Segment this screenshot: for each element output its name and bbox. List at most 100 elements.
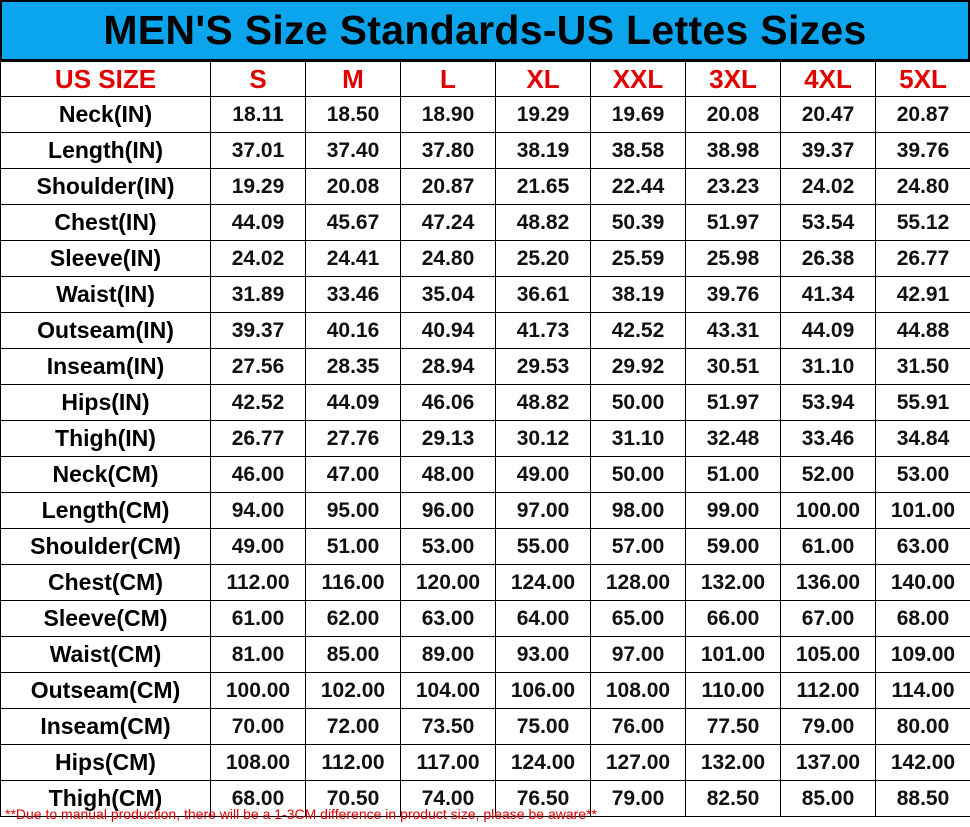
table-cell: 40.16 — [305, 312, 401, 349]
table-row: Chest(CM) 112.00 116.00 120.00 124.00 128.00 1… — [0, 564, 970, 601]
row-label: Waist(IN) — [0, 276, 211, 313]
table-cell: 95.00 — [305, 492, 401, 529]
row-label: Outseam(IN) — [0, 312, 211, 349]
table-cell: 61.00 — [210, 600, 306, 637]
row-label: Sleeve(CM) — [0, 600, 211, 637]
table-cell: 53.94 — [780, 384, 876, 421]
table-body: Neck(IN) 18.11 18.50 18.90 19.29 19.69 20.08 20… — [0, 96, 970, 817]
table-cell: 33.46 — [305, 276, 401, 313]
table-cell: 21.65 — [495, 168, 591, 205]
table-cell: 128.00 — [590, 564, 686, 601]
table-cell: 114.00 — [875, 672, 970, 709]
table-cell: 53.00 — [875, 456, 970, 493]
table-cell: 18.90 — [400, 96, 496, 133]
table-cell: 124.00 — [495, 564, 591, 601]
table-cell: 44.88 — [875, 312, 970, 349]
table-cell: 102.00 — [305, 672, 401, 709]
table-row: Sleeve(IN) 24.02 24.41 24.80 25.20 25.59 25.98… — [0, 240, 970, 277]
table-cell: 88.50 — [875, 780, 970, 817]
table-cell: 26.77 — [210, 420, 306, 457]
table-cell: 49.00 — [495, 456, 591, 493]
table-cell: 79.00 — [590, 780, 686, 817]
table-cell: 108.00 — [590, 672, 686, 709]
table-cell: 29.13 — [400, 420, 496, 457]
row-label: Waist(CM) — [0, 636, 211, 673]
header-size-5xl: 5XL — [875, 61, 970, 97]
table-cell: 65.00 — [590, 600, 686, 637]
table-cell: 24.02 — [780, 168, 876, 205]
table-cell: 124.00 — [495, 744, 591, 781]
table-cell: 89.00 — [400, 636, 496, 673]
table-cell: 80.00 — [875, 708, 970, 745]
table-cell: 55.91 — [875, 384, 970, 421]
table-cell: 132.00 — [685, 564, 781, 601]
table-cell: 38.19 — [590, 276, 686, 313]
table-cell: 79.00 — [780, 708, 876, 745]
row-label: Inseam(CM) — [0, 708, 211, 745]
table-row: Thigh(CM) 68.00 70.50 74.00 76.50 79.00 82.50 8… — [0, 780, 970, 817]
table-cell: 51.97 — [685, 384, 781, 421]
table-cell: 24.41 — [305, 240, 401, 277]
table-cell: 38.58 — [590, 132, 686, 169]
table-cell: 100.00 — [780, 492, 876, 529]
table-cell: 48.82 — [495, 384, 591, 421]
table-row: Waist(CM) 81.00 85.00 89.00 93.00 97.00 101.00… — [0, 636, 970, 673]
table-cell: 101.00 — [685, 636, 781, 673]
table-cell: 72.00 — [305, 708, 401, 745]
table-cell: 40.94 — [400, 312, 496, 349]
table-cell: 48.00 — [400, 456, 496, 493]
table-cell: 68.00 — [210, 780, 306, 817]
table-cell: 24.80 — [875, 168, 970, 205]
table-cell: 37.80 — [400, 132, 496, 169]
table-cell: 117.00 — [400, 744, 496, 781]
table-cell: 73.50 — [400, 708, 496, 745]
table-cell: 28.94 — [400, 348, 496, 385]
table-cell: 116.00 — [305, 564, 401, 601]
row-label: Length(IN) — [0, 132, 211, 169]
header-size-l: L — [400, 61, 496, 97]
table-cell: 46.06 — [400, 384, 496, 421]
table-row: Shoulder(CM) 49.00 51.00 53.00 55.00 57.00 59.… — [0, 528, 970, 565]
table-cell: 48.82 — [495, 204, 591, 241]
table-cell: 19.69 — [590, 96, 686, 133]
table-cell: 74.00 — [400, 780, 496, 817]
table-cell: 112.00 — [780, 672, 876, 709]
table-cell: 96.00 — [400, 492, 496, 529]
table-cell: 59.00 — [685, 528, 781, 565]
table-cell: 39.76 — [875, 132, 970, 169]
table-cell: 63.00 — [875, 528, 970, 565]
table-cell: 44.09 — [305, 384, 401, 421]
table-cell: 52.00 — [780, 456, 876, 493]
table-cell: 77.50 — [685, 708, 781, 745]
table-cell: 55.00 — [495, 528, 591, 565]
table-cell: 110.00 — [685, 672, 781, 709]
table-cell: 20.08 — [305, 168, 401, 205]
table-cell: 39.76 — [685, 276, 781, 313]
table-cell: 51.97 — [685, 204, 781, 241]
table-cell: 137.00 — [780, 744, 876, 781]
table-cell: 36.61 — [495, 276, 591, 313]
table-cell: 51.00 — [305, 528, 401, 565]
table-cell: 41.34 — [780, 276, 876, 313]
table-cell: 25.20 — [495, 240, 591, 277]
table-cell: 140.00 — [875, 564, 970, 601]
table-row: Shoulder(IN) 19.29 20.08 20.87 21.65 22.44 23.… — [0, 168, 970, 205]
table-cell: 26.77 — [875, 240, 970, 277]
table-cell: 31.89 — [210, 276, 306, 313]
table-cell: 53.54 — [780, 204, 876, 241]
table-cell: 66.00 — [685, 600, 781, 637]
row-label: Outseam(CM) — [0, 672, 211, 709]
table-cell: 85.00 — [780, 780, 876, 817]
table-cell: 132.00 — [685, 744, 781, 781]
row-label: Hips(IN) — [0, 384, 211, 421]
table-cell: 33.46 — [780, 420, 876, 457]
table-cell: 46.00 — [210, 456, 306, 493]
table-cell: 120.00 — [400, 564, 496, 601]
table-row: Sleeve(CM) 61.00 62.00 63.00 64.00 65.00 66.00… — [0, 600, 970, 637]
table-row: Neck(CM) 46.00 47.00 48.00 49.00 50.00 51.00 52… — [0, 456, 970, 493]
footnote: **Due to manual production, there will b… — [5, 806, 597, 822]
table-cell: 75.00 — [495, 708, 591, 745]
table-cell: 23.23 — [685, 168, 781, 205]
table-cell: 37.40 — [305, 132, 401, 169]
